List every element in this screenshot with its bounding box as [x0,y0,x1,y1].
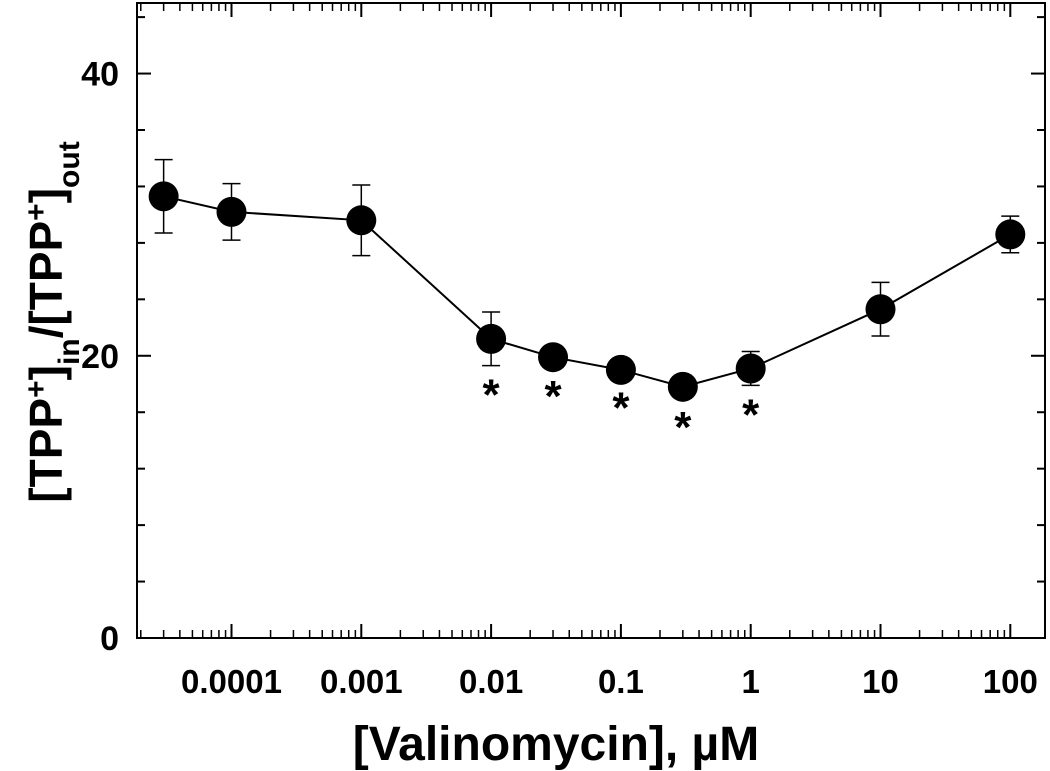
significance-asterisk: * [483,371,501,420]
y-axis-title-part: ] [20,188,72,203]
significance-asterisk: * [674,403,692,452]
data-point [476,323,507,354]
y-axis-title-part: [TPP [20,398,72,503]
y-tick-label: 20 [81,338,119,376]
x-tick-label: 0.01 [459,663,523,700]
x-tick-label: 100 [983,663,1038,700]
data-point [216,196,247,227]
y-axis-title-part: + [20,380,53,398]
data-point [995,219,1026,250]
data-point [735,353,766,384]
significance-asterisk: * [544,372,562,421]
x-tick-label: 10 [862,663,899,700]
data-point [346,205,377,236]
x-tick-label: 1 [742,663,760,700]
data-point [667,371,698,402]
y-tick-label: 0 [100,620,119,658]
x-tick-label: 0.1 [598,663,644,700]
y-axis-title: [TPP+]in/[TPP+]out [20,141,86,502]
x-tick-label: 0.001 [320,663,403,700]
y-axis-title-part: /[TPP [20,221,72,339]
data-point [148,181,179,212]
x-axis-title: [Valinomycin], µM [353,718,759,771]
series-line [163,195,1011,388]
significance-asterisk: * [742,390,760,439]
y-axis-title-part: out [53,141,86,188]
significance-asterisk: * [612,383,630,432]
data-point [605,354,636,385]
y-axis-title-part: ] [20,365,72,380]
y-axis-title-part: + [20,203,53,221]
plot-frame [136,2,1046,639]
y-axis-title-part: in [53,338,86,365]
y-tick-label: 40 [81,56,119,94]
data-point [538,342,569,373]
x-tick-label: 0.0001 [181,663,282,700]
data-point [865,294,896,325]
